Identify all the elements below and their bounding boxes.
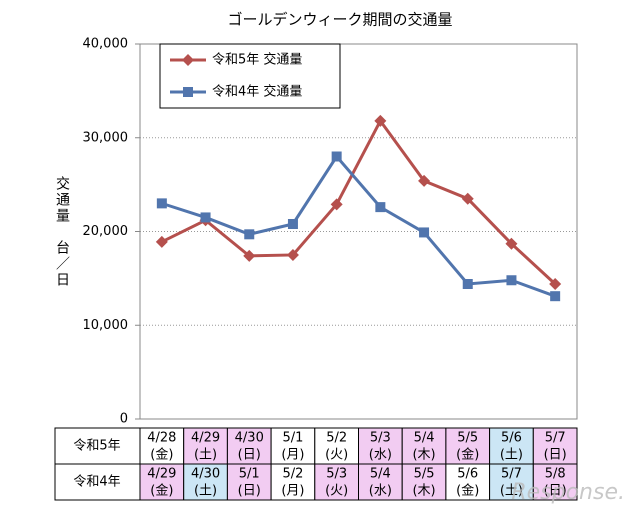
data-point [330,198,343,211]
cell-date: 5/4 [370,467,391,482]
table-cell [183,463,228,501]
table-cell [226,463,272,501]
cell-date: 5/6 [457,467,478,482]
data-point [462,279,473,289]
series-line [161,154,556,298]
y-tick-label: 30,000 [83,130,129,145]
series-line [161,118,557,286]
y-tick-label: 10,000 [83,318,129,333]
data-point [419,227,430,238]
data-point [505,237,518,250]
cell-date: 5/4 [414,431,435,446]
cell-date: 5/6 [501,431,522,446]
cell-day: (日) [544,448,567,463]
cell-date: 5/8 [545,467,566,482]
table-cell [270,427,316,465]
cell-day: (金) [150,447,173,463]
cell-day: (火) [325,448,348,463]
data-point [243,249,256,262]
cell-date: 4/30 [235,431,264,446]
data-point [418,174,431,187]
table-cell [445,463,491,501]
table-cell [489,427,534,465]
cell-date: 4/29 [191,431,220,446]
cell-date: 4/29 [147,467,176,482]
cell-day: (月) [281,484,304,499]
data-point [550,291,561,302]
cell-day: (土) [500,484,523,499]
cell-date: 5/3 [370,431,391,446]
cell-day: (日) [544,484,567,499]
cell-date: 5/5 [457,431,478,446]
cell-day: (土) [194,484,217,499]
data-point [461,192,474,205]
cell-day: (金) [456,483,479,499]
legend-label: 令和4年 交通量 [212,84,302,100]
table-cell [139,463,185,501]
row-header-cell [54,427,141,465]
cell-date: 4/28 [147,431,176,446]
cell-day: (日) [238,448,261,463]
cell-date: 5/7 [545,431,566,446]
data-point [200,212,211,223]
table-cell [489,463,534,501]
y-tick-label: 40,000 [83,37,129,52]
cell-date: 5/3 [326,467,347,482]
data-point [549,278,562,290]
table-cell [445,427,491,465]
table-cell [270,463,316,501]
table-cell [358,427,403,465]
chart-title: ゴールデンウィーク期間の交通量 [227,11,452,29]
table-cell [183,427,228,465]
cell-day: (月) [281,448,304,463]
legend-label: 令和5年 交通量 [212,52,302,68]
watermark: Response. [511,480,625,505]
cell-date: 5/2 [282,467,303,482]
cell-date: 5/1 [282,431,303,446]
data-point [244,229,255,240]
data-point [506,275,517,286]
data-point [155,235,168,248]
data-point [183,87,193,97]
table-cell [532,463,578,501]
y-axis-label: 交通量 台／日 [54,175,70,288]
cell-day: (木) [412,484,435,499]
data-point [182,54,194,66]
data-point [287,219,298,229]
data-point [331,151,342,162]
cell-day: (水) [369,484,392,499]
data-point [374,114,387,127]
table-cell [358,463,403,501]
row-header-cell [54,463,141,501]
cell-day: (日) [238,484,261,499]
legend [159,43,341,109]
row-header: 令和4年 [73,475,120,490]
cell-date: 5/2 [326,431,347,446]
cell-date: 5/5 [414,467,435,482]
data-point [375,202,386,213]
cell-day: (土) [500,448,523,463]
table-cell [401,427,447,465]
table-cell [314,463,359,501]
table-cell [532,427,578,465]
cell-day: (金) [456,447,479,463]
row-header: 令和5年 [73,439,120,454]
cell-date: 5/1 [239,467,260,482]
table-cell [401,463,447,501]
cell-day: (土) [194,448,217,463]
cell-day: (金) [150,483,173,499]
cell-day: (水) [369,448,392,463]
cell-day: (木) [412,448,435,463]
data-point [286,248,299,261]
y-tick-label: 0 [120,412,128,427]
table-cell [314,427,359,465]
cell-day: (火) [325,484,348,499]
y-tick-label: 20,000 [83,224,129,239]
cell-date: 4/30 [191,467,220,482]
data-point [156,198,167,209]
cell-date: 5/7 [501,467,522,482]
